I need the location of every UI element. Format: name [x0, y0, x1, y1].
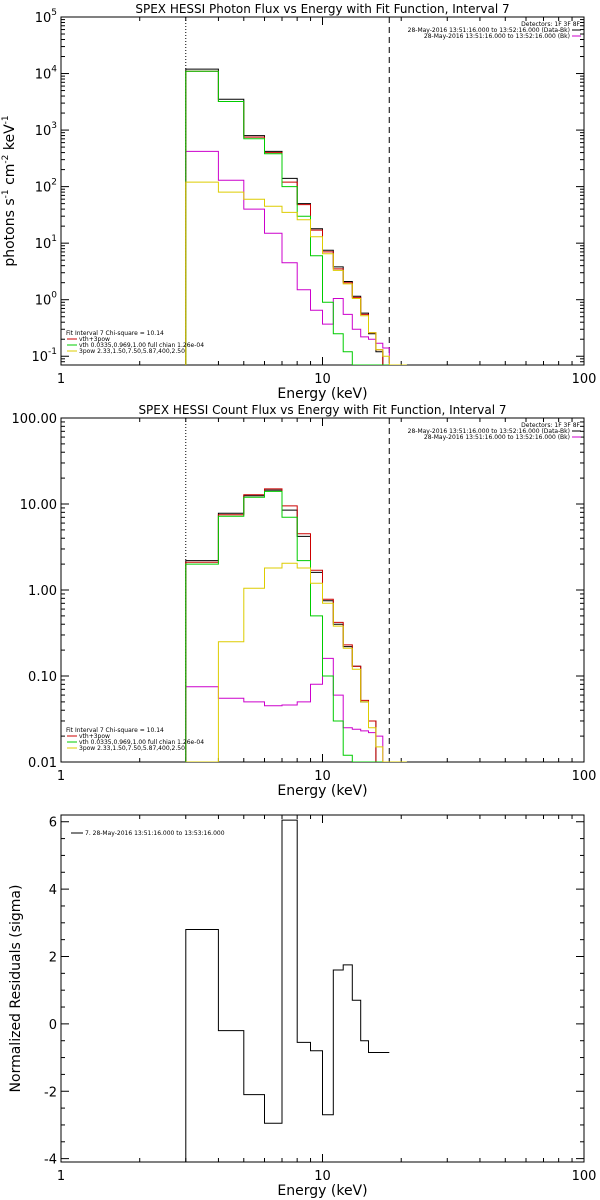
y-tick-exponent: 0 — [51, 291, 57, 301]
y-axis-label-part: cm — [2, 164, 18, 190]
legend-top-left-entry: 7. 28-May-2016 13:51:16.000 to 13:53:16.… — [85, 830, 225, 837]
legend-bottom-left-entry: Fit Interval 7 Chi-square = 10.14 — [66, 727, 164, 734]
y-tick-exponent: -1 — [48, 347, 57, 357]
chart-title: SPEX HESSI Count Flux vs Energy with Fit… — [138, 403, 506, 417]
legend-top-right-entry: 28-May-2016 13:51:16.000 to 13:52:16.000… — [408, 428, 570, 435]
y-tick-base: 10 — [35, 124, 52, 139]
y-tick-label: 6 — [49, 816, 57, 831]
x-axis-label: Energy (keV) — [277, 1183, 367, 1199]
legend-top-right-entry: Detectors: 1F 3F 8F — [521, 21, 580, 28]
y-tick-exponent: 4 — [51, 65, 57, 75]
x-tick-label: 100 — [572, 769, 597, 784]
y-tick-label: 10-1 — [31, 347, 57, 365]
legend-top-right-entry: 28-May-2016 13:51:16.000 to 13:52:16.000… — [424, 434, 570, 441]
x-axis-label: Energy (keV) — [277, 783, 367, 799]
legend-bottom-left-entry: 3pow 2.33,1.50,7.50,5.87,400,2.50 — [79, 745, 185, 752]
series-line-2 — [185, 70, 407, 365]
y-tick-label: 1.00 — [28, 584, 57, 599]
y-tick-base: 10 — [35, 68, 52, 83]
series-line-1 — [185, 150, 407, 365]
y-axis-label-part: keV — [2, 124, 18, 155]
x-tick-label: 100 — [572, 372, 597, 387]
y-tick-exponent: 5 — [51, 8, 57, 18]
x-tick-label: 10 — [314, 1169, 331, 1184]
y-tick-label: 100 — [35, 291, 58, 309]
y-tick-base: 10 — [35, 181, 52, 196]
y-tick-label: 103 — [35, 121, 57, 139]
y-tick-exponent: 3 — [51, 121, 57, 131]
y-tick-label: 104 — [35, 65, 58, 83]
x-tick-label: 10 — [314, 769, 331, 784]
x-tick-label: 100 — [572, 1169, 597, 1184]
y-tick-label: 0.01 — [28, 756, 57, 771]
series-line-0 — [185, 68, 407, 365]
y-tick-label: 0.10 — [28, 670, 57, 685]
data-series-group — [185, 488, 407, 762]
y-tick-exponent: 1 — [51, 234, 57, 244]
y-tick-base: 10 — [31, 350, 48, 365]
series-line-3 — [185, 70, 407, 365]
series-line-4 — [185, 181, 407, 365]
y-tick-label: 10.00 — [20, 498, 57, 513]
data-series-group — [185, 68, 407, 365]
x-tick-label: 10 — [314, 372, 331, 387]
y-tick-label: -2 — [44, 1085, 57, 1100]
y-axis-label-part: photons s — [2, 198, 18, 266]
x-tick-label: 1 — [57, 1169, 65, 1184]
legend-bottom-left-entry: Fit Interval 7 Chi-square = 10.14 — [66, 330, 164, 337]
legend-bottom-left-entry: 3pow 2.33,1.50,7.50,5.87,400,2.50 — [79, 348, 185, 355]
y-axis-label-exponent: -1 — [1, 189, 11, 198]
series-line-0 — [185, 819, 390, 1162]
photon-flux-panel: SPEX HESSI Photon Flux vs Energy with Fi… — [1, 2, 596, 402]
series-line-1 — [185, 657, 407, 762]
y-axis-label: photons s-1 cm-2 keV-1 — [1, 115, 18, 266]
legend-bottom-left-entry: vth 0.0335,0.969,1.00 full chian 1.26e-0… — [79, 739, 204, 746]
y-tick-label: 2 — [49, 950, 57, 965]
residuals-panel: 1 10 100 Energy (keV) -4 -2 0 2 4 6 Normalized Res… — [8, 814, 597, 1199]
legend-top-right-entry: Detectors: 1F 3F 8F — [521, 422, 580, 429]
legend-bottom-left-entry: vth 0.0335,0.969,1.00 full chian 1.26e-0… — [79, 342, 204, 349]
series-line-3 — [185, 490, 407, 762]
data-series-group — [185, 819, 390, 1162]
legend-top-right-entry: 28-May-2016 13:51:16.000 to 13:52:16.000… — [408, 27, 570, 34]
y-tick-base: 10 — [35, 294, 52, 309]
y-tick-label: 101 — [35, 234, 57, 252]
legend-bottom-left-entry: vth+3pow — [79, 336, 110, 343]
y-tick-label: 4 — [49, 883, 57, 898]
y-axis-label: Normalized Residuals (sigma) — [8, 885, 24, 1093]
legend-bottom-left-entry: vth+3pow — [79, 733, 110, 740]
count-flux-panel: SPEX HESSI Count Flux vs Energy with Fit… — [12, 403, 597, 799]
y-axis-label-exponent: -1 — [1, 115, 11, 124]
y-tick-label: -4 — [44, 1153, 57, 1168]
y-tick-label: 100.00 — [12, 412, 58, 427]
legend-top-right-entry: 28-May-2016 13:51:16.000 to 13:52:16.000… — [424, 33, 570, 40]
chart-title: SPEX HESSI Photon Flux vs Energy with Fi… — [135, 2, 509, 16]
y-tick-base: 10 — [35, 11, 52, 26]
y-tick-base: 10 — [35, 237, 52, 252]
x-tick-label: 1 — [57, 769, 65, 784]
x-axis-label: Energy (keV) — [277, 386, 367, 402]
x-tick-label: 1 — [57, 372, 65, 387]
y-tick-label: 102 — [35, 178, 57, 196]
y-tick-label: 0 — [49, 1018, 57, 1033]
y-tick-exponent: 2 — [51, 178, 57, 188]
series-line-2 — [185, 488, 407, 762]
y-tick-label: 105 — [35, 8, 57, 26]
y-axis-label-exponent: -2 — [1, 155, 11, 164]
series-line-4 — [185, 562, 407, 762]
